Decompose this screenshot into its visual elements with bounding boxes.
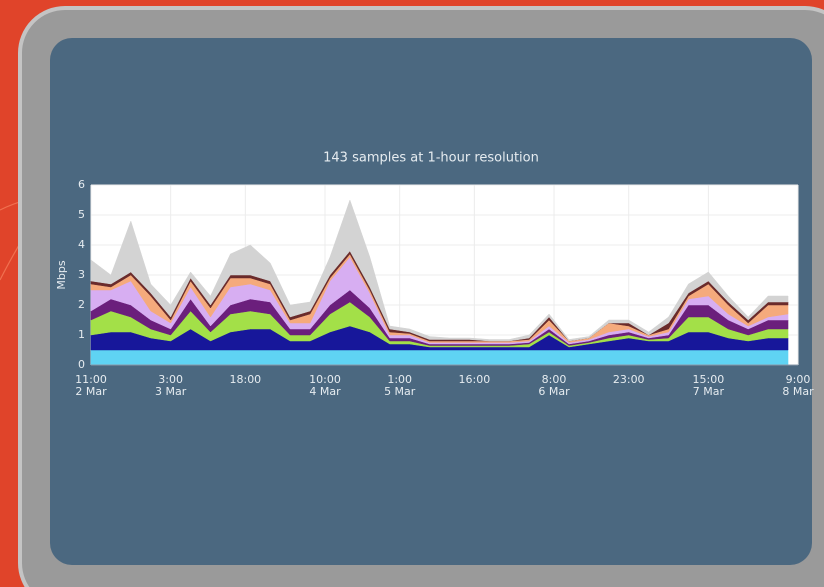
- x-tick-label: 4 Mar: [309, 385, 341, 398]
- x-tick-label: 23:00: [613, 373, 645, 386]
- x-tick-label: 6 Mar: [538, 385, 570, 398]
- x-tick-label: 5 Mar: [384, 385, 416, 398]
- y-tick-label: 4: [78, 238, 85, 251]
- area: [91, 350, 788, 365]
- y-tick-label: 3: [78, 268, 85, 281]
- chart-title: 143 samples at 1-hour resolution: [323, 151, 539, 166]
- y-tick-label: 1: [78, 328, 85, 341]
- y-tick-label: 6: [78, 178, 85, 191]
- x-tick-label: 18:00: [229, 373, 261, 386]
- x-tick-label: 16:00: [459, 373, 491, 386]
- x-tick-label: 8 Mar: [782, 385, 814, 398]
- x-tick-label: 7 Mar: [693, 385, 725, 398]
- y-tick-label: 5: [78, 208, 85, 221]
- y-axis-label: Mbps: [55, 260, 68, 289]
- screen: 143 samples at 1-hour resolution Mbps 0 1…: [0, 0, 824, 587]
- x-tick-label: 3 Mar: [155, 385, 187, 398]
- x-tick-label: 2 Mar: [75, 385, 107, 398]
- y-tick-label: 2: [78, 298, 85, 311]
- y-tick-label: 0: [78, 358, 85, 371]
